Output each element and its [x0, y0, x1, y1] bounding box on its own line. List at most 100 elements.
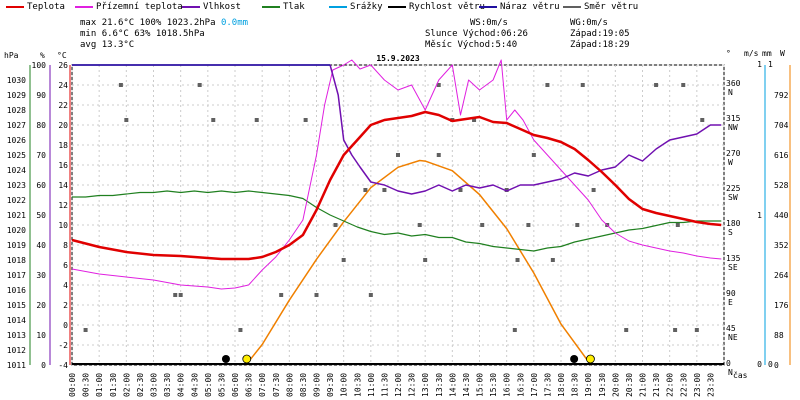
legend-label: Směr větru — [584, 2, 639, 12]
x-tick-label: 16:30 — [516, 373, 525, 397]
legend-label: Teplota — [27, 2, 65, 12]
x-tick-label: 10:00 — [340, 373, 349, 397]
x-tick-label: 17:00 — [530, 373, 539, 397]
x-tick-label: 18:30 — [571, 373, 580, 397]
x-tick-label: 19:00 — [584, 373, 593, 397]
sun-tick: 528 — [774, 181, 789, 190]
x-tick-label: 04:00 — [177, 373, 186, 397]
direction-tick: 315 — [726, 114, 741, 123]
direction-tick: 360 — [726, 79, 741, 88]
humidity-tick: 80 — [36, 121, 46, 130]
x-tick-label: 20:00 — [611, 373, 620, 397]
temperature-tick: 18 — [58, 141, 68, 150]
wind-dir-point — [472, 118, 477, 122]
pressure-tick: 1014 — [7, 316, 26, 325]
temperature-tick: 20 — [58, 121, 68, 130]
temperature-tick: 14 — [58, 181, 68, 190]
temperature-tick: 24 — [58, 81, 68, 90]
temperature-tick: 26 — [58, 61, 68, 70]
x-tick-label: 10:30 — [353, 373, 362, 397]
legend-swatch — [479, 5, 497, 8]
direction-tick: 225 — [726, 184, 741, 193]
wind-dir-point — [673, 328, 678, 332]
pressure-tick: 1022 — [7, 196, 26, 205]
temperature-tick: 4 — [63, 281, 68, 290]
direction-tick-name: SE — [728, 263, 738, 272]
x-tick-label: 22:00 — [666, 373, 675, 397]
x-tick-label: 22:30 — [679, 373, 688, 397]
chart-title: 15.9.2023 — [376, 54, 420, 63]
direction-tick-name: W — [728, 158, 733, 167]
legend-label: Srážky — [350, 2, 383, 12]
x-tick-label: 04:30 — [190, 373, 199, 397]
wind-dir-point — [279, 293, 284, 297]
direction-tick: 45 — [726, 324, 736, 333]
temperature-tick: -2 — [58, 341, 68, 350]
x-tick-label: 11:30 — [380, 373, 389, 397]
wind-tick: 0 — [757, 360, 762, 369]
legend-swatch — [262, 5, 280, 8]
wind-dir-point — [515, 258, 520, 262]
sunrise-marker — [242, 354, 252, 364]
stats-avg: avg 13.3°C — [80, 40, 135, 50]
humidity-tick: 70 — [36, 151, 46, 160]
legend-label: Rychlost větru — [409, 2, 485, 12]
direction-tick: 135 — [726, 254, 741, 263]
sun-axis-label: W — [780, 49, 785, 58]
x-tick-label: 01:30 — [109, 373, 118, 397]
sun-tick: 88 — [774, 331, 784, 340]
x-tick-label: 09:30 — [326, 373, 335, 397]
temperature-tick: 6 — [63, 261, 68, 270]
wind-dir-point — [694, 328, 699, 332]
legend-item: Směr větru — [563, 2, 638, 12]
wind-dir-point — [124, 118, 129, 122]
legend-item: Náraz větru — [479, 2, 560, 12]
temperature-tick: 16 — [58, 161, 68, 170]
direction-tick-name: NE — [728, 333, 738, 342]
wind-dir-point — [545, 83, 550, 87]
x-tick-label: 11:00 — [367, 373, 376, 397]
sun-tick: 264 — [774, 271, 789, 280]
wind-dir-point — [550, 258, 555, 262]
x-tick-label: 12:30 — [408, 373, 417, 397]
stats-sun: Slunce Východ:06:26 — [425, 29, 528, 39]
x-tick-label: 06:00 — [231, 373, 240, 397]
x-tick-label: 07:00 — [258, 373, 267, 397]
temperature-axis-label: °C — [57, 51, 67, 60]
legend-item: Rychlost větru — [388, 2, 485, 12]
wind-dir-point — [211, 118, 216, 122]
wind-tick: 1 — [757, 211, 762, 220]
pressure-tick: 1030 — [7, 76, 26, 85]
direction-tick-name: E — [728, 298, 733, 307]
x-tick-label: 14:00 — [448, 373, 457, 397]
x-tick-label: 07:30 — [272, 373, 281, 397]
pressure-tick: 1029 — [7, 91, 26, 100]
legend-label: Tlak — [283, 2, 305, 12]
humidity-tick: 40 — [36, 241, 46, 250]
x-tick-label: 02:00 — [122, 373, 131, 397]
pressure-tick: 1018 — [7, 256, 26, 265]
wind-dir-point — [254, 118, 259, 122]
sunset-marker — [586, 354, 595, 364]
humidity-tick: 20 — [36, 301, 46, 310]
humidity-tick: 50 — [36, 211, 46, 220]
temperature-tick: 0 — [63, 321, 68, 330]
pressure-tick: 1015 — [7, 301, 26, 310]
humidity-tick: 100 — [32, 61, 47, 70]
legend-swatch — [75, 5, 93, 8]
wind-axis-label: m/s — [744, 49, 759, 58]
wind-dir-point — [504, 188, 509, 192]
humidity-tick: 60 — [36, 181, 46, 190]
sun-tick: 704 — [774, 121, 789, 130]
legend-swatch — [388, 5, 406, 8]
temperature-tick: 10 — [58, 221, 68, 230]
wind-dir-point — [303, 118, 308, 122]
moonset-marker — [570, 355, 579, 363]
x-tick-label: 08:00 — [285, 373, 294, 397]
wind-dir-point — [675, 223, 680, 227]
pressure-tick: 1024 — [7, 166, 26, 175]
x-tick-label: 13:30 — [435, 373, 444, 397]
stats-max: max 21.6°C 100% 1023.2hPa 0.0mm — [80, 18, 249, 28]
legend-swatch — [563, 5, 581, 8]
